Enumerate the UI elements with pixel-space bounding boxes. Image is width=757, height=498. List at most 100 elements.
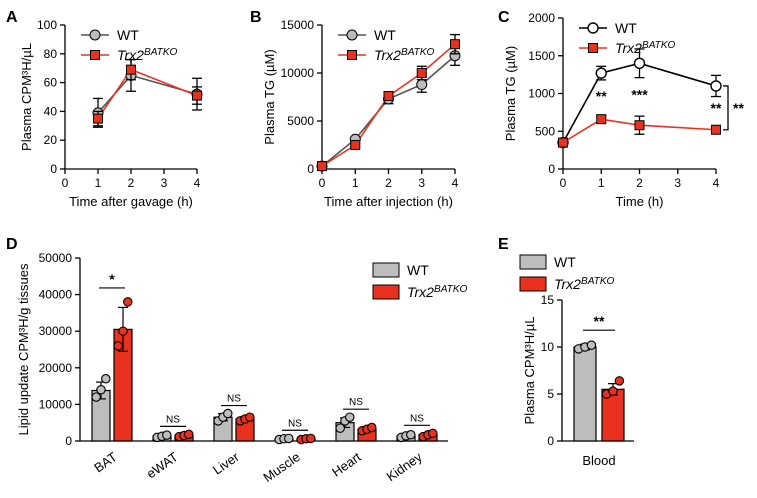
data-point-wt	[345, 412, 355, 422]
category-label: Muscle	[260, 449, 302, 485]
significance-bracket	[723, 85, 729, 131]
x-axis-title: Time (h)	[616, 194, 664, 209]
significance-label: NS	[410, 413, 424, 424]
x-tick-label: 1	[95, 176, 102, 190]
y-tick-label: 40000	[39, 288, 73, 302]
legend-swatch-ko	[372, 284, 400, 300]
legend-label-ko: Trx2BATKO	[554, 276, 615, 292]
y-tick-label: 60	[44, 76, 58, 90]
x-tick-label: 3	[418, 176, 425, 190]
y-tick-label: 0	[307, 162, 314, 176]
x-tick-label: 1	[352, 176, 359, 190]
data-point-wt	[96, 385, 106, 395]
data-point-ko	[317, 161, 327, 172]
panel-e: E 0 5 10 15 Plasma CPM³H/µL ** Blood WT Trx2BATK…	[498, 236, 634, 468]
data-point-ko	[126, 64, 136, 75]
series-line-wt	[562, 62, 717, 143]
y-tick-label: 2000	[528, 11, 555, 25]
y-tick-label: 30000	[39, 324, 73, 338]
data-point-wt	[710, 80, 722, 92]
x-tick-label: 2	[128, 176, 135, 190]
y-tick-label: 500	[535, 124, 555, 138]
category-label: Heart	[329, 449, 364, 480]
data-point-ko	[634, 120, 645, 131]
y-tick-label: 15000	[281, 18, 315, 32]
y-tick-label: 80	[44, 47, 58, 61]
data-point-wt	[162, 430, 172, 440]
y-tick-label: 0	[50, 162, 57, 176]
data-point-ko	[118, 326, 128, 336]
significance-label: ***	[631, 86, 648, 102]
panel-c: C 0 500 1000 1500 2000 0 1 2 3 4 Time (h) Plasma TG…	[498, 9, 744, 209]
legend-label-wt: WT	[407, 262, 429, 278]
x-tick-label: 0	[319, 176, 326, 190]
legend-swatch-wt	[519, 254, 547, 270]
x-tick-label: 4	[713, 176, 720, 190]
significance-label: **	[596, 88, 607, 104]
x-tick-label: 2	[385, 176, 392, 190]
category-label: Blood	[582, 453, 615, 468]
data-point-ko	[192, 90, 202, 101]
legend-label-wt: WT	[374, 27, 396, 43]
x-tick-label: 3	[161, 176, 168, 190]
x-tick-label: 4	[194, 176, 201, 190]
legend-swatch-wt	[372, 262, 400, 278]
legend-marker-wt	[587, 22, 599, 34]
panel-d-letter: D	[6, 236, 18, 253]
y-axis-title: Plasma TG (µM)	[503, 46, 518, 141]
x-tick-label: 3	[674, 176, 681, 190]
significance-label: **	[594, 313, 605, 329]
panel-c-letter: C	[498, 9, 510, 26]
series-line-ko	[97, 68, 198, 120]
legend-swatch-ko	[519, 276, 547, 292]
legend-label-wt: WT	[615, 20, 637, 36]
y-tick-label: 40	[44, 104, 58, 118]
panel-b-letter: B	[250, 9, 262, 26]
data-point-ko	[383, 91, 394, 102]
data-point-ko	[93, 113, 103, 124]
legend-marker-ko	[588, 43, 598, 53]
legend-marker-wt	[346, 29, 358, 41]
y-tick-label: 10000	[281, 66, 315, 80]
significance-label: NS	[288, 418, 302, 429]
legend-label-ko: Trx2BATKO	[374, 47, 435, 63]
data-point-ko	[245, 412, 255, 422]
data-point-wt	[91, 392, 101, 402]
legend-marker-wt	[89, 29, 101, 41]
y-tick-label: 0	[65, 434, 72, 448]
legend-label-ko: Trx2BATKO	[117, 47, 178, 63]
data-point-wt	[406, 430, 416, 440]
data-point-ko	[711, 124, 721, 135]
series-line-wt	[97, 74, 198, 114]
data-point-ko	[113, 341, 123, 351]
series-line-ko	[562, 118, 717, 144]
legend-label-ko: Trx2BATKO	[407, 284, 468, 300]
legend-marker-ko	[347, 50, 357, 60]
legend-label-ko: Trx2BATKO	[615, 40, 676, 56]
data-point-wt	[223, 408, 233, 419]
category-label: eWAT	[144, 449, 181, 481]
data-point-wt	[335, 423, 345, 433]
legend-label-wt: WT	[117, 27, 139, 43]
data-point-wt	[633, 57, 646, 69]
panel-a-letter: A	[6, 9, 18, 26]
data-point-ko	[608, 386, 618, 396]
series-line-wt	[321, 55, 456, 167]
data-point-wt	[416, 79, 428, 91]
bar-wt-blood	[573, 346, 597, 442]
data-point-ko	[596, 114, 607, 125]
data-point-ko	[350, 140, 361, 150]
y-tick-label: 15	[541, 293, 555, 307]
data-point-ko	[558, 137, 568, 148]
data-point-ko	[416, 68, 427, 78]
y-tick-label: 10000	[39, 397, 73, 411]
data-point-wt	[586, 340, 597, 350]
y-axis-title: Plasma CPM³H/µL	[522, 317, 537, 425]
significance-label: *	[109, 271, 115, 287]
x-tick-label: 0	[560, 176, 567, 190]
x-tick-label: 0	[62, 176, 69, 190]
bracket-significance-label: **	[733, 100, 744, 116]
category-label: BAT	[91, 449, 120, 475]
y-axis-title: Plasma CPM³H/µL	[19, 43, 34, 151]
y-tick-label: 20000	[39, 361, 73, 375]
